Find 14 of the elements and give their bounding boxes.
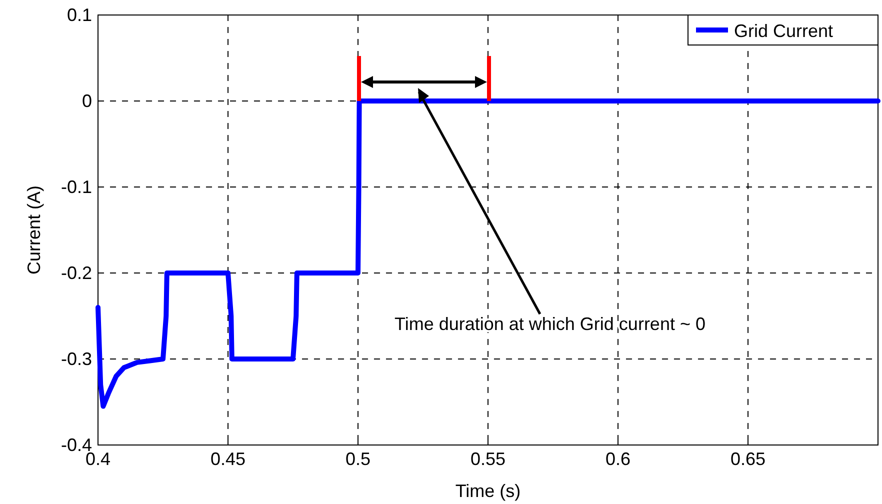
x-tick-label: 0.6 bbox=[605, 449, 631, 469]
annotation: Time duration at which Grid current ~ 0 bbox=[394, 314, 706, 334]
y-tick-label: 0 bbox=[82, 91, 92, 111]
x-tick-label: 0.5 bbox=[345, 449, 371, 469]
y-tick-label: -0.1 bbox=[60, 177, 92, 197]
y-tick-label: -0.3 bbox=[60, 349, 92, 369]
x-tick-label: 0.55 bbox=[470, 449, 506, 469]
y-tick-label: 0.1 bbox=[66, 5, 92, 25]
y-tick-label: -0.2 bbox=[60, 263, 92, 283]
x-tick-label: 0.65 bbox=[730, 449, 766, 469]
x-axis-title: Time (s) bbox=[455, 481, 521, 501]
x-tick-label: 0.45 bbox=[210, 449, 246, 469]
legend-label: Grid Current bbox=[734, 21, 834, 41]
y-axis-title: Current (A) bbox=[24, 185, 44, 275]
